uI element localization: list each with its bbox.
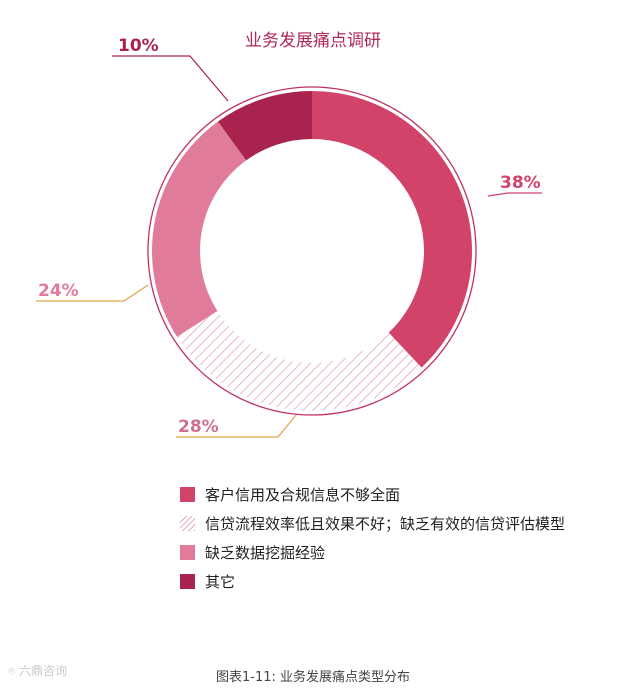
watermark-text: 六鼎咨询 [19, 664, 68, 678]
slice-credit-process [176, 311, 422, 412]
legend-label: 客户信用及合规信息不够全面 [205, 486, 401, 504]
leader-line [36, 284, 149, 302]
legend-item-credit-info: 客户信用及合规信息不够全面 [180, 480, 565, 509]
legend-item-other: 其它 [180, 567, 565, 596]
value-label-38: 38% [500, 173, 541, 193]
leader-line [487, 192, 542, 197]
legend-label: 信贷流程效率低且效果不好；缺乏有效的信贷评估模型 [205, 515, 566, 533]
legend-swatch [180, 574, 195, 589]
legend: 客户信用及合规信息不够全面 信贷流程效率低且效果不好；缺乏有效的信贷评估模型 缺… [180, 480, 565, 596]
legend-swatch [180, 545, 195, 560]
value-label-10: 10% [118, 36, 159, 56]
leader-line [112, 55, 229, 102]
chart-title: 业务发展痛点调研 [245, 31, 381, 51]
slice-credit-info [312, 91, 472, 368]
slice-other [217, 91, 312, 161]
outer-ring [147, 86, 477, 416]
legend-swatch [180, 487, 195, 502]
figure-caption: 图表1-11: 业务发展痛点类型分布 [215, 670, 411, 685]
camera-icon: ⌾ [8, 664, 16, 678]
legend-swatch [180, 516, 195, 531]
value-label-24: 24% [38, 281, 79, 301]
legend-item-credit-process: 信贷流程效率低且效果不好；缺乏有效的信贷评估模型 [180, 509, 565, 538]
legend-label: 其它 [205, 573, 236, 591]
legend-label: 缺乏数据挖掘经验 [205, 544, 326, 562]
watermark-logo: ⌾ 六鼎咨询 [8, 662, 67, 679]
slice-data-mining [152, 121, 247, 337]
legend-item-data-mining: 缺乏数据挖掘经验 [180, 538, 565, 567]
value-label-28: 28% [178, 417, 219, 437]
leader-line [176, 414, 297, 438]
